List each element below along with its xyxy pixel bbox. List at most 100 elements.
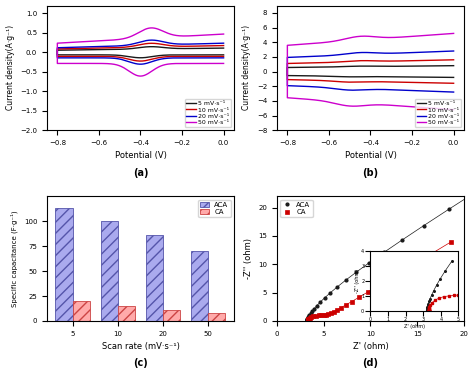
5 mV·s⁻¹ [131,46,137,50]
50 mV·s⁻¹ [451,108,456,112]
50 mV·s⁻¹ [310,41,315,46]
10 mV·s⁻¹ [362,80,368,84]
CA [338,305,344,310]
50 mV·s⁻¹ [447,32,453,36]
5 mV·s⁻¹ [390,64,395,68]
CA [305,319,310,323]
10 mV·s⁻¹ [451,58,456,62]
5 mV·s⁻¹ [138,56,144,60]
CA [305,318,310,323]
5 mV·s⁻¹ [161,45,166,50]
CA [305,319,310,323]
Legend: 5 mV·s⁻¹, 10 mV·s⁻¹, 20 mV·s⁻¹, 50 mV·s⁻¹: 5 mV·s⁻¹, 10 mV·s⁻¹, 20 mV·s⁻¹, 50 mV·s⁻… [184,99,231,127]
ACA [304,318,310,323]
CA [305,318,310,323]
CA [424,254,430,259]
5 mV·s⁻¹ [149,44,155,49]
10 mV·s⁻¹ [451,81,456,85]
Line: 50 mV·s⁻¹: 50 mV·s⁻¹ [57,28,224,76]
ACA [304,319,310,323]
CA [334,308,340,312]
X-axis label: Potential (V): Potential (V) [115,152,166,161]
5 mV·s⁻¹ [362,74,368,79]
Line: 20 mV·s⁻¹: 20 mV·s⁻¹ [287,51,454,92]
5 mV·s⁻¹ [361,64,366,68]
Line: 50 mV·s⁻¹: 50 mV·s⁻¹ [287,33,454,110]
10 mV·s⁻¹ [80,46,86,51]
CA [305,319,310,323]
Line: 20 mV·s⁻¹: 20 mV·s⁻¹ [57,40,224,64]
50 mV·s⁻¹ [361,34,366,38]
Bar [118,306,135,321]
10 mV·s⁻¹ [447,58,453,62]
ACA [381,250,387,255]
5 mV·s⁻¹ [451,75,456,80]
10 mV·s⁻¹ [405,80,411,85]
CA [356,295,362,300]
Y-axis label: Current density(A·g⁻¹): Current density(A·g⁻¹) [6,25,15,111]
5 mV·s⁻¹ [218,46,224,50]
20 mV·s⁻¹ [310,54,315,59]
50 mV·s⁻¹ [132,72,137,77]
ACA [304,319,310,323]
10 mV·s⁻¹ [175,54,181,59]
10 mV·s⁻¹ [131,44,137,48]
Y-axis label: Specific capacitance (F·g⁻¹): Specific capacitance (F·g⁻¹) [11,210,18,307]
20 mV·s⁻¹ [361,50,366,55]
5 mV·s⁻¹ [175,53,181,57]
CA [375,284,381,288]
Y-axis label: -Z'' (ohm): -Z'' (ohm) [244,238,253,279]
Legend: ACA, CA: ACA, CA [281,200,313,217]
10 mV·s⁻¹ [218,43,224,48]
20 mV·s⁻¹ [218,41,224,45]
10 mV·s⁻¹ [132,58,137,63]
CA [306,317,311,321]
20 mV·s⁻¹ [149,38,155,42]
CA [389,276,394,280]
CA [305,318,310,323]
10 mV·s⁻¹ [310,61,315,65]
50 mV·s⁻¹ [218,32,224,36]
CA [310,314,316,318]
Line: ACA: ACA [306,141,474,322]
Y-axis label: Current density(A·g⁻¹): Current density(A·g⁻¹) [242,25,251,111]
20 mV·s⁻¹ [221,41,227,45]
20 mV·s⁻¹ [131,41,137,46]
Legend: ACA, CA: ACA, CA [198,200,230,217]
20 mV·s⁻¹ [175,56,181,60]
5 mV·s⁻¹ [221,53,227,57]
20 mV·s⁻¹ [390,51,395,55]
Bar [163,310,180,321]
10 mV·s⁻¹ [149,41,155,45]
CA [305,318,311,323]
CA [305,318,311,323]
Line: 5 mV·s⁻¹: 5 mV·s⁻¹ [287,66,454,77]
Bar [146,235,163,321]
CA [313,313,319,318]
20 mV·s⁻¹ [405,88,411,92]
10 mV·s⁻¹ [138,59,144,63]
X-axis label: Potential (V): Potential (V) [345,152,396,161]
5 mV·s⁻¹ [310,65,315,70]
X-axis label: Scan rate (mV·s⁻¹): Scan rate (mV·s⁻¹) [101,342,180,351]
20 mV·s⁻¹ [451,90,456,94]
X-axis label: Z' (ohm): Z' (ohm) [353,342,388,351]
CA [305,318,310,323]
CA [349,299,355,304]
20 mV·s⁻¹ [362,88,368,92]
50 mV·s⁻¹ [405,104,411,109]
50 mV·s⁻¹ [131,33,137,37]
Bar [55,208,73,321]
Line: CA: CA [306,240,453,323]
CA [325,312,331,316]
CA [331,309,337,314]
50 mV·s⁻¹ [221,32,227,36]
10 mV·s⁻¹ [390,59,395,63]
CA [316,313,321,317]
5 mV·s⁻¹ [451,64,456,68]
20 mV·s⁻¹ [447,49,453,53]
50 mV·s⁻¹ [161,29,166,34]
Bar [208,313,226,321]
Bar [73,301,90,321]
5 mV·s⁻¹ [405,75,411,79]
